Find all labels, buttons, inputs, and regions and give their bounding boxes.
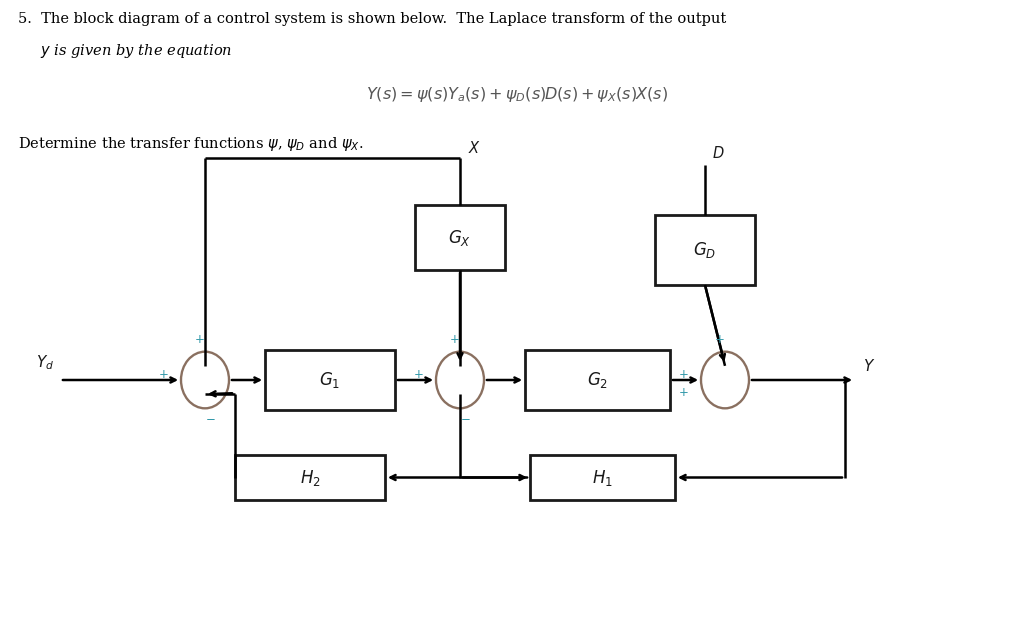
Bar [530, 455, 675, 500]
Bar [235, 455, 385, 500]
Text: +: + [195, 334, 205, 347]
Text: +: + [679, 368, 689, 381]
Text: +: + [159, 368, 169, 381]
Bar [525, 350, 670, 410]
Text: $G_X$: $G_X$ [449, 228, 472, 247]
Text: $-$: $-$ [460, 411, 470, 424]
Text: $y$ is given by the equation: $y$ is given by the equation [40, 42, 233, 60]
Text: $X$: $X$ [468, 140, 481, 156]
Text: +: + [415, 368, 424, 381]
Text: +: + [450, 334, 460, 347]
Bar [415, 205, 505, 270]
Text: $H_2$: $H_2$ [300, 467, 321, 487]
Text: $Y$: $Y$ [863, 358, 876, 374]
Text: +: + [679, 386, 689, 399]
Text: $G_2$: $G_2$ [587, 370, 608, 390]
Text: Determine the transfer functions $\psi$, $\psi_D$ and $\psi_X$.: Determine the transfer functions $\psi$,… [18, 135, 364, 153]
Text: $G_D$: $G_D$ [694, 240, 717, 260]
Text: 5.  The block diagram of a control system is shown below.  The Laplace transform: 5. The block diagram of a control system… [18, 12, 726, 26]
Text: $Y(s) = \psi(s)Y_a(s) + \psi_D(s)D(s) + \psi_X(s)X(s)$: $Y(s) = \psi(s)Y_a(s) + \psi_D(s)D(s) + … [366, 86, 668, 105]
Text: $-$: $-$ [205, 411, 215, 424]
Bar [265, 350, 395, 410]
Text: $H_1$: $H_1$ [592, 467, 613, 487]
Text: $G_1$: $G_1$ [320, 370, 340, 390]
Text: $Y_d$: $Y_d$ [36, 353, 54, 372]
Bar [655, 215, 755, 285]
Text: +: + [716, 334, 725, 347]
Text: $D$: $D$ [712, 145, 725, 161]
